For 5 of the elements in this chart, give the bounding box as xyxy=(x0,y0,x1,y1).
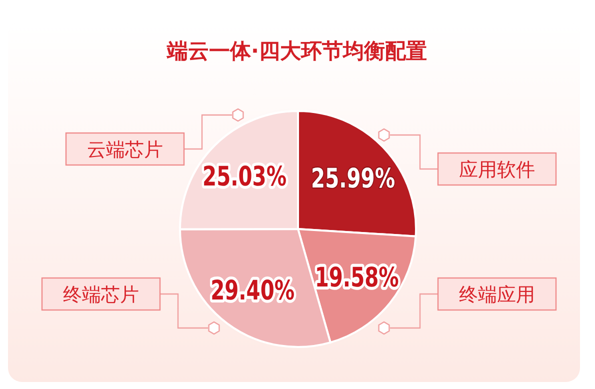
slice-label: 终端芯片 xyxy=(63,284,139,306)
slice-label: 应用软件 xyxy=(459,159,535,181)
chart-title: 端云一体·四大环节均衡配置 xyxy=(166,39,427,63)
slice-label: 云端芯片 xyxy=(87,139,163,161)
slice-label: 终端应用 xyxy=(459,284,535,306)
